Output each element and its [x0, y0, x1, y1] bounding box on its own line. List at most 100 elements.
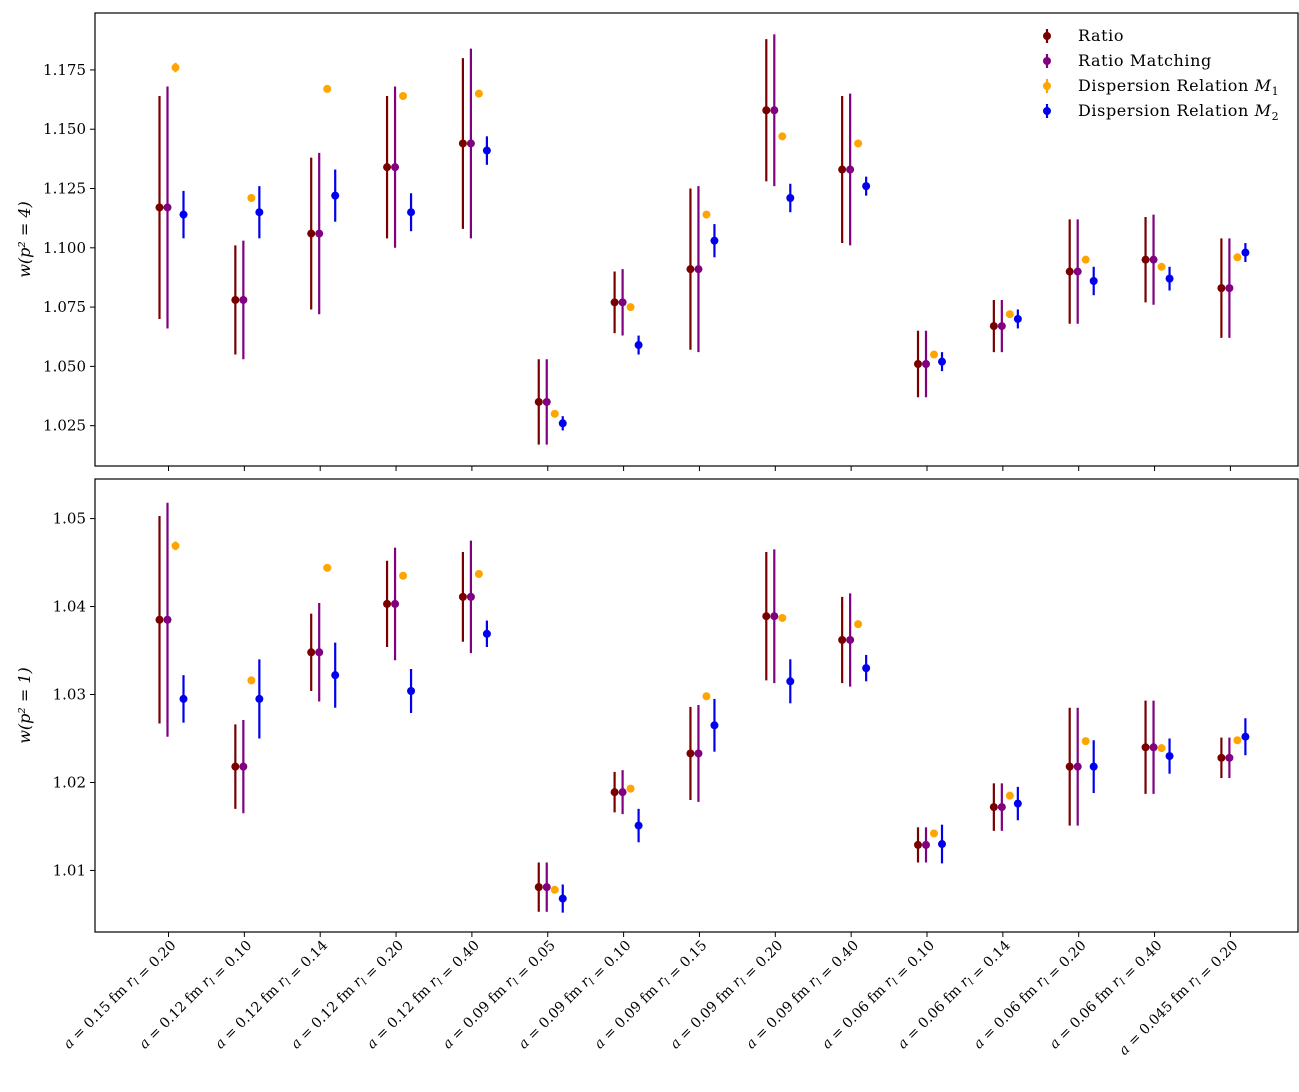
legend-marker — [1043, 107, 1051, 115]
y-tick-label: 1.02 — [53, 773, 86, 791]
data-point — [1005, 791, 1014, 800]
data-point — [610, 298, 619, 307]
data-point — [179, 210, 188, 219]
data-point — [686, 749, 695, 758]
data-point — [1165, 274, 1174, 283]
data-point — [307, 648, 316, 657]
data-point — [399, 92, 408, 101]
data-point — [315, 229, 324, 238]
series-2 — [163, 34, 1234, 445]
series-4 — [179, 620, 1250, 913]
data-point — [558, 894, 567, 903]
series-1 — [155, 39, 1226, 445]
y-tick-label: 1.175 — [43, 61, 86, 79]
data-point — [239, 762, 248, 771]
data-point — [930, 350, 938, 359]
data-point — [407, 686, 416, 695]
data-point — [383, 163, 392, 172]
data-point — [1005, 310, 1014, 319]
y-tick-label: 1.050 — [43, 357, 86, 375]
data-point — [1081, 255, 1090, 264]
data-point — [534, 397, 543, 406]
data-point — [846, 635, 855, 644]
data-point — [1225, 284, 1234, 293]
data-point — [331, 191, 340, 200]
data-point — [846, 165, 855, 174]
data-point — [838, 635, 847, 644]
data-point — [482, 629, 491, 638]
data-point — [989, 803, 998, 812]
panel-1: 1.025 1.050 1.075 1.100 1.125 1.150 1.175 w(p² … — [15, 12, 1299, 471]
series-1 — [155, 515, 1226, 912]
data-point — [315, 648, 324, 657]
data-point — [558, 419, 567, 428]
legend-label: Dispersion Relation M1 — [1078, 76, 1279, 98]
data-point — [989, 322, 998, 331]
data-point — [922, 840, 930, 849]
data-point — [163, 615, 172, 624]
y-tick-label: 1.05 — [53, 510, 86, 528]
y-tick-label: 1.075 — [43, 298, 86, 316]
data-point — [914, 840, 922, 849]
data-point — [1065, 762, 1074, 771]
category-axis-labels: a = 0.15 fm rl = 0.20a = 0.12 fm rl = 0.… — [60, 935, 1241, 1060]
data-point — [155, 203, 164, 212]
series-3 — [171, 62, 1242, 418]
data-point — [1081, 737, 1090, 746]
data-point — [862, 182, 871, 191]
plot-frame — [94, 478, 1299, 933]
data-point — [1225, 753, 1234, 762]
y-tick-label: 1.025 — [43, 417, 86, 435]
data-point — [1165, 752, 1174, 761]
data-point — [239, 295, 248, 304]
data-point — [1089, 277, 1098, 286]
data-point — [323, 84, 332, 93]
data-point — [618, 298, 627, 307]
data-point — [634, 821, 643, 830]
data-point — [1089, 762, 1098, 771]
data-point — [618, 788, 627, 797]
chart-panels: 1.025 1.050 1.075 1.100 1.125 1.150 1.175 w(p² … — [15, 12, 1299, 937]
data-point — [694, 749, 703, 758]
data-point — [854, 139, 863, 148]
data-point — [458, 139, 467, 148]
data-point — [786, 193, 795, 202]
data-point — [1065, 267, 1074, 276]
data-point — [1141, 255, 1150, 264]
y-tick-label: 1.04 — [53, 598, 86, 616]
data-point — [778, 132, 787, 141]
data-point — [1013, 314, 1022, 323]
data-point — [786, 677, 795, 686]
data-point — [938, 840, 946, 849]
data-point — [255, 694, 264, 703]
data-point — [482, 146, 491, 155]
data-point — [838, 165, 847, 174]
data-point — [1217, 753, 1226, 762]
series-3 — [171, 541, 1242, 894]
y-tick-label: 1.150 — [43, 120, 86, 138]
data-point — [458, 592, 467, 601]
data-point — [391, 599, 400, 608]
data-point — [770, 612, 779, 621]
legend-label: Dispersion Relation M2 — [1078, 101, 1279, 123]
data-point — [930, 829, 938, 838]
data-point — [163, 203, 172, 212]
panel-2: 1.01 1.02 1.03 1.04 1.05 w(p² = 1) — [15, 478, 1299, 937]
data-point — [762, 106, 771, 115]
data-point — [307, 229, 316, 238]
data-point — [323, 563, 332, 572]
legend-label: Ratio Matching — [1078, 51, 1212, 70]
data-point — [1233, 253, 1242, 262]
data-point — [1149, 743, 1158, 752]
data-point — [542, 883, 551, 892]
data-point — [550, 885, 559, 894]
data-point — [1241, 732, 1250, 741]
data-point — [171, 541, 180, 550]
data-point — [626, 303, 635, 312]
data-point — [1233, 736, 1242, 745]
data-point — [1141, 743, 1150, 752]
y-axis-label: w(p² = 4) — [15, 201, 34, 278]
data-point — [778, 613, 787, 622]
data-point — [542, 397, 551, 406]
